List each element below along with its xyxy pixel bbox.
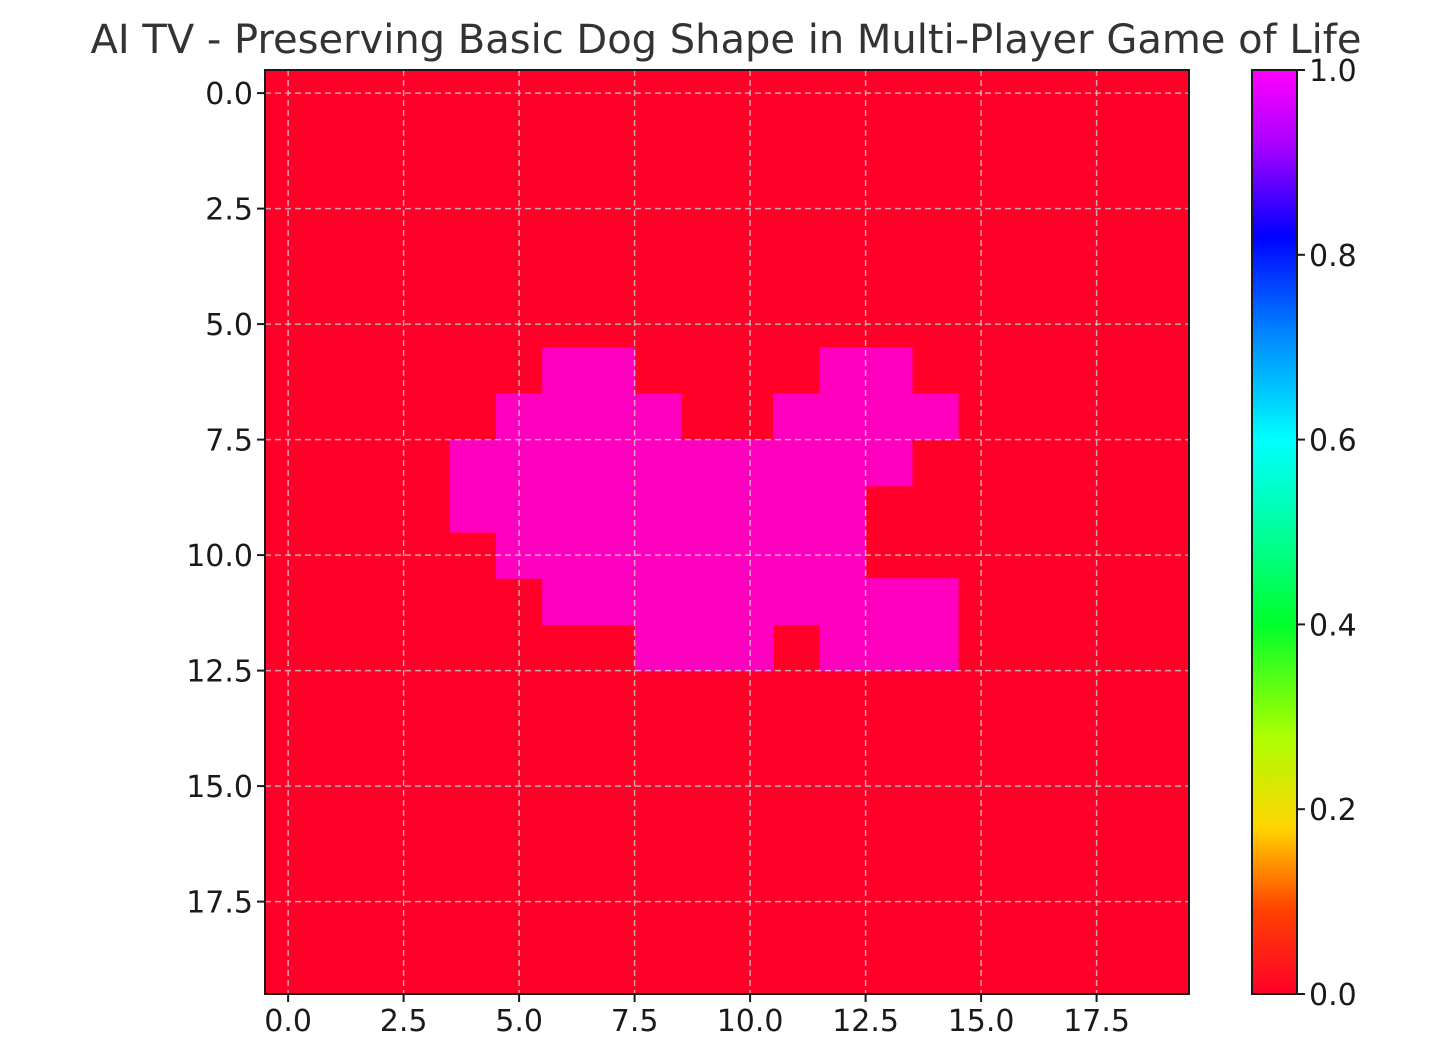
colorbar-tick-label: 0.8: [1309, 239, 1357, 274]
x-tick-label: 12.5: [832, 1004, 899, 1039]
heatmap-cell: [588, 578, 635, 625]
heatmap-cell: [819, 578, 866, 625]
heatmap-cell: [681, 440, 728, 487]
heatmap-cell: [912, 578, 959, 625]
heatmap-cell: [773, 440, 820, 487]
heatmap-cell: [635, 440, 682, 487]
heatmap-cell: [635, 578, 682, 625]
x-axis: 0.0 2.5 5.0 7.5 10.0 12.5 15.0 17.5: [264, 994, 1130, 1039]
y-tick-label: 10.0: [186, 539, 253, 574]
y-tick-label: 15.0: [186, 770, 253, 805]
heatmap-cell: [912, 624, 959, 671]
heatmap-cell: [635, 624, 682, 671]
heatmap-cell: [450, 486, 497, 533]
heatmap-cell: [819, 624, 866, 671]
x-tick-label: 17.5: [1063, 1004, 1130, 1039]
y-tick-label: 17.5: [186, 886, 253, 921]
heatmap-cell: [542, 486, 589, 533]
x-tick-label: 2.5: [380, 1004, 428, 1039]
heatmap-cell: [542, 440, 589, 487]
heatmap-cell: [588, 486, 635, 533]
heatmap-cell: [542, 393, 589, 440]
colorbar-tick-label: 1.0: [1309, 54, 1357, 89]
y-tick-label: 0.0: [205, 77, 253, 112]
y-tick-label: 2.5: [205, 193, 253, 228]
colorbar-tick-label: 0.2: [1309, 793, 1357, 828]
x-tick-label: 15.0: [948, 1004, 1015, 1039]
heatmap-cell: [819, 440, 866, 487]
heatmap-cell: [773, 486, 820, 533]
y-axis: 0.0 2.5 5.0 7.5 10.0 12.5 15.0 17.5: [186, 77, 265, 921]
heatmap-cell: [588, 347, 635, 394]
heatmap-cell: [773, 578, 820, 625]
heatmap-cell: [773, 393, 820, 440]
x-tick-label: 5.0: [495, 1004, 543, 1039]
colorbar-tick-label: 0.6: [1309, 424, 1357, 459]
y-tick-label: 12.5: [186, 655, 253, 690]
y-tick-label: 5.0: [205, 308, 253, 343]
heatmap-cell: [681, 578, 728, 625]
heatmap-cell: [866, 440, 913, 487]
heatmap-cell: [635, 393, 682, 440]
heatmap-cell: [542, 578, 589, 625]
chart-title: AI TV - Preserving Basic Dog Shape in Mu…: [91, 17, 1362, 63]
colorbar-tick-label: 0.4: [1309, 608, 1357, 643]
heatmap-cell: [542, 347, 589, 394]
x-tick-label: 7.5: [611, 1004, 659, 1039]
heatmap-cell: [912, 393, 959, 440]
heatmap-cell: [588, 393, 635, 440]
colorbar-axis: 0.0 0.2 0.4 0.6 0.8 1.0: [1297, 54, 1357, 1013]
heatmap-cell: [866, 393, 913, 440]
heatmap-cell: [819, 393, 866, 440]
y-tick-label: 7.5: [205, 424, 253, 459]
heatmap-cell: [866, 347, 913, 394]
heatmap-cell: [866, 578, 913, 625]
heatmap-cell: [635, 486, 682, 533]
heatmap-cell: [866, 624, 913, 671]
heatmap-cell: [819, 347, 866, 394]
x-tick-label: 10.0: [717, 1004, 784, 1039]
x-tick-label: 0.0: [264, 1004, 312, 1039]
heatmap-cell: [681, 624, 728, 671]
heatmap-cell: [819, 486, 866, 533]
heatmap-cell: [450, 440, 497, 487]
heatmap-cell: [681, 486, 728, 533]
heatmap-cell: [588, 440, 635, 487]
colorbar-tick-label: 0.0: [1309, 978, 1357, 1013]
colorbar: [1252, 70, 1297, 994]
